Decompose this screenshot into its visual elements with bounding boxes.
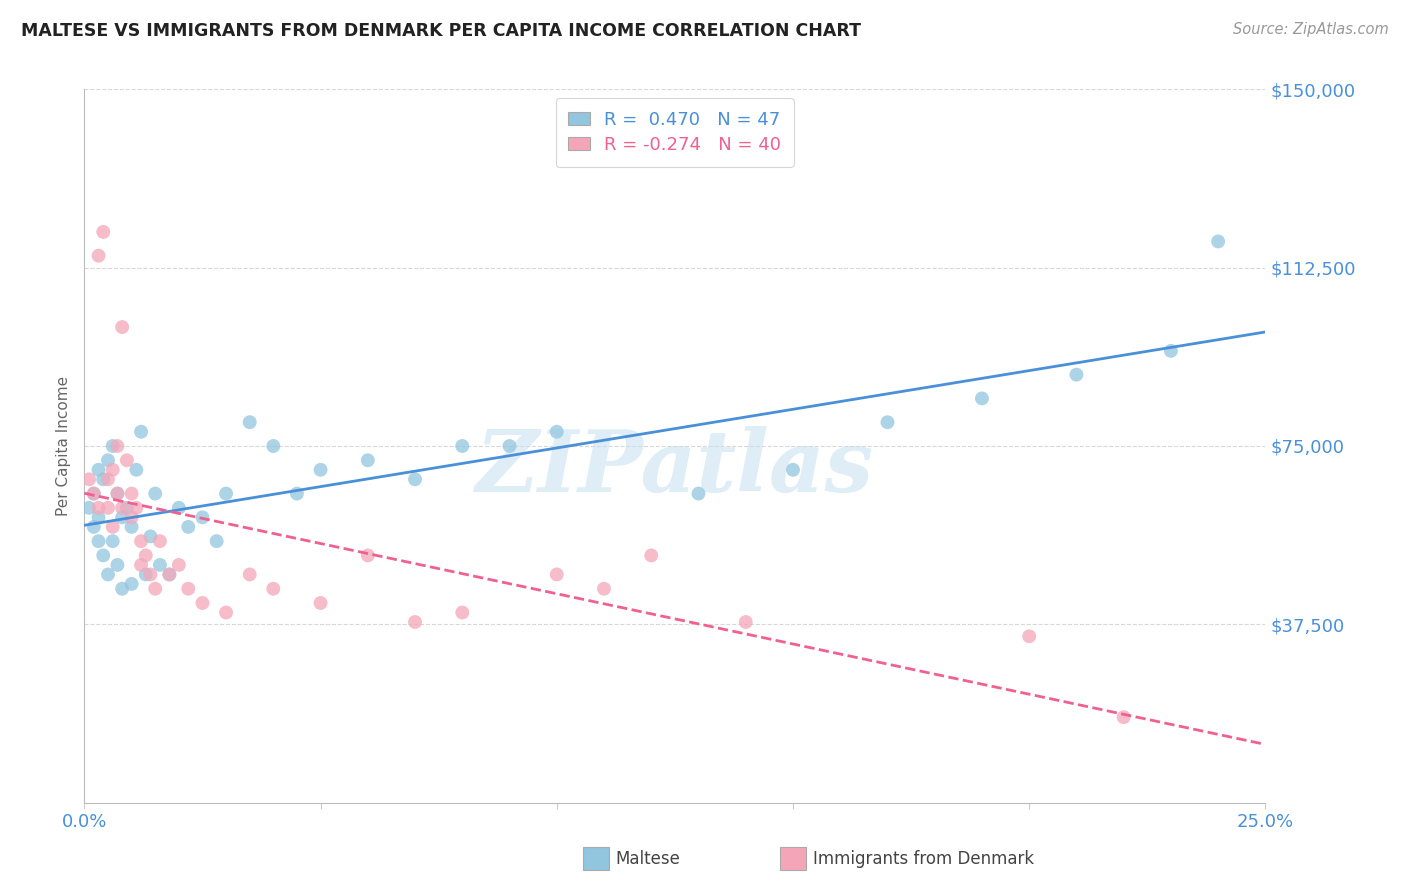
Point	[177, 520, 200, 534]
Text: MALTESE VS IMMIGRANTS FROM DENMARK PER CAPITA INCOME CORRELATION CHART: MALTESE VS IMMIGRANTS FROM DENMARK PER C…	[21, 22, 860, 40]
Point	[734, 615, 756, 629]
Point	[451, 606, 474, 620]
Point	[262, 582, 284, 596]
Point	[593, 582, 616, 596]
Legend: R =  0.470   N = 47, R = -0.274   N = 40: R = 0.470 N = 47, R = -0.274 N = 40	[555, 98, 794, 167]
Point	[77, 500, 100, 515]
Point	[1160, 343, 1182, 358]
Point	[121, 486, 143, 500]
Point	[129, 425, 152, 439]
Point	[97, 453, 120, 467]
Text: Maltese: Maltese	[616, 849, 681, 868]
Point	[77, 472, 100, 486]
Point	[309, 596, 332, 610]
Point	[91, 472, 114, 486]
Point	[125, 463, 148, 477]
Point	[135, 567, 157, 582]
Point	[125, 500, 148, 515]
Point	[498, 439, 520, 453]
Point	[87, 500, 110, 515]
Point	[101, 520, 124, 534]
Point	[87, 463, 110, 477]
Point	[143, 582, 166, 596]
Point	[83, 520, 105, 534]
Point	[101, 439, 124, 453]
Point	[404, 615, 426, 629]
Point	[97, 472, 120, 486]
Point	[135, 549, 157, 563]
Point	[215, 486, 238, 500]
Point	[404, 472, 426, 486]
Point	[91, 549, 114, 563]
Point	[97, 567, 120, 582]
Point	[546, 567, 568, 582]
Point	[87, 510, 110, 524]
Point	[129, 534, 152, 549]
Point	[87, 249, 110, 263]
Point	[107, 558, 129, 572]
Point	[970, 392, 993, 406]
Point	[107, 439, 129, 453]
Point	[149, 534, 172, 549]
Point	[101, 463, 124, 477]
Point	[87, 534, 110, 549]
Point	[205, 534, 228, 549]
Point	[111, 582, 134, 596]
Text: Source: ZipAtlas.com: Source: ZipAtlas.com	[1233, 22, 1389, 37]
Point	[876, 415, 898, 429]
Point	[782, 463, 804, 477]
Point	[111, 510, 134, 524]
Y-axis label: Per Capita Income: Per Capita Income	[56, 376, 72, 516]
Point	[309, 463, 332, 477]
Point	[239, 567, 262, 582]
Point	[191, 510, 214, 524]
Point	[1066, 368, 1088, 382]
Point	[97, 500, 120, 515]
Point	[139, 529, 162, 543]
Point	[149, 558, 172, 572]
Point	[129, 558, 152, 572]
Point	[157, 567, 180, 582]
Point	[1112, 710, 1135, 724]
Point	[115, 500, 138, 515]
Point	[167, 558, 190, 572]
Point	[139, 567, 162, 582]
Point	[357, 549, 380, 563]
Point	[115, 453, 138, 467]
Point	[83, 486, 105, 500]
Point	[1018, 629, 1040, 643]
Point	[83, 486, 105, 500]
Point	[101, 534, 124, 549]
Point	[121, 577, 143, 591]
Point	[239, 415, 262, 429]
Point	[451, 439, 474, 453]
Point	[167, 500, 190, 515]
Point	[215, 606, 238, 620]
Point	[91, 225, 114, 239]
Point	[262, 439, 284, 453]
Point	[107, 486, 129, 500]
Point	[191, 596, 214, 610]
Point	[177, 582, 200, 596]
Point	[121, 520, 143, 534]
Point	[546, 425, 568, 439]
Text: Immigrants from Denmark: Immigrants from Denmark	[813, 849, 1033, 868]
Point	[157, 567, 180, 582]
Point	[143, 486, 166, 500]
Point	[1206, 235, 1229, 249]
Point	[640, 549, 662, 563]
Point	[285, 486, 308, 500]
Point	[107, 486, 129, 500]
Text: ZIPatlas: ZIPatlas	[475, 425, 875, 509]
Point	[121, 510, 143, 524]
Point	[111, 320, 134, 334]
Point	[688, 486, 710, 500]
Point	[357, 453, 380, 467]
Point	[111, 500, 134, 515]
